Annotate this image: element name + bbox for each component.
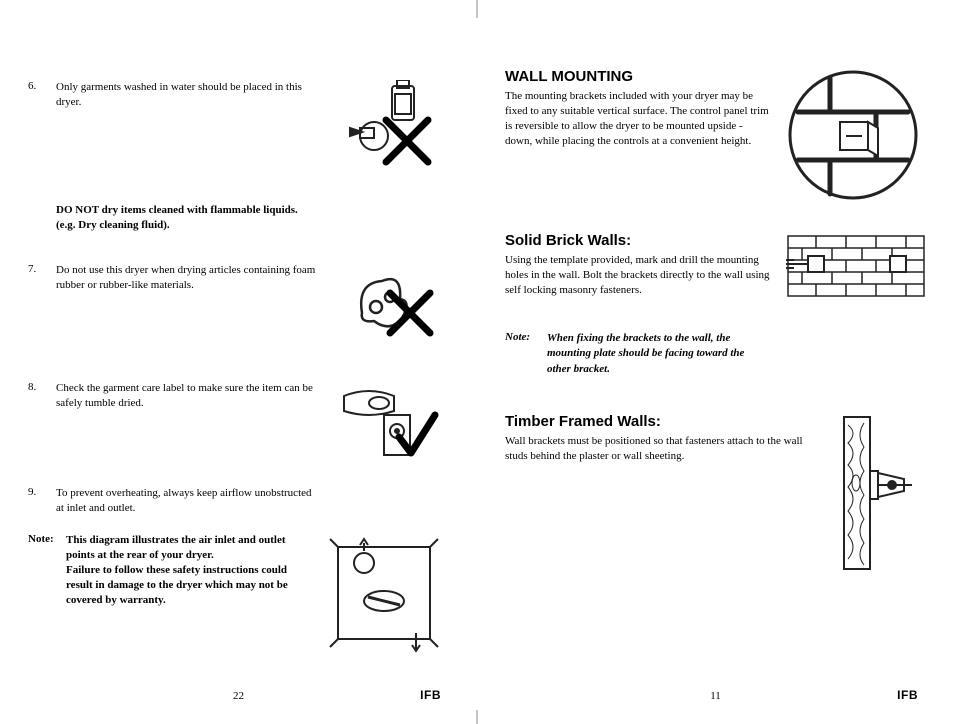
footer-left: 22 — [0, 690, 477, 702]
section-title: Solid Brick Walls: — [505, 232, 770, 249]
note-text: When fixing the brackets to the wall, th… — [547, 331, 767, 377]
note-label: Note: — [505, 331, 547, 377]
note-text: This diagram illustrates the air inlet a… — [66, 533, 319, 653]
note-block-right: Note: When fixing the brackets to the wa… — [505, 331, 926, 377]
list-item-7: 7. Do not use this dryer when drying art… — [28, 263, 449, 353]
list-item-9: 9. To prevent overheating, always keep a… — [28, 486, 449, 516]
list-item-8: 8. Check the garment care label to make … — [28, 381, 449, 466]
list-text: To prevent overheating, always keep airf… — [56, 486, 329, 516]
section-body: Using the template provided, mark and dr… — [505, 253, 770, 298]
list-number: 9. — [28, 486, 56, 516]
illustration-dry-cleaning-bottle-x — [329, 80, 449, 175]
section-body: Wall brackets must be positioned so that… — [505, 434, 820, 464]
section-title: WALL MOUNTING — [505, 68, 770, 85]
page-number: 22 — [233, 690, 244, 702]
section-body: The mounting brackets included with your… — [505, 89, 770, 148]
illustration-airflow-rear — [319, 533, 449, 653]
list-number: 7. — [28, 263, 56, 353]
page-spread: 6. Only garments washed in water should … — [0, 0, 954, 724]
note-block: Note: This diagram illustrates the air i… — [28, 533, 449, 653]
page-11: WALL MOUNTING The mounting brackets incl… — [477, 0, 954, 724]
bold-warning-text: DO NOT dry items cleaned with flammable … — [56, 203, 329, 233]
section-title: Timber Framed Walls: — [505, 413, 820, 430]
list-number: 6. — [28, 80, 56, 175]
illustration-wall-mount-circle — [786, 68, 926, 208]
illustration-foam-rubber-x — [329, 263, 449, 353]
list-text: Do not use this dryer when drying articl… — [56, 263, 329, 353]
brand-logo: IFB — [897, 688, 918, 702]
page-22: 6. Only garments washed in water should … — [0, 0, 477, 724]
list-number: 8. — [28, 381, 56, 466]
list-text: Check the garment care label to make sur… — [56, 381, 329, 466]
page-number: 11 — [710, 690, 721, 702]
note-label: Note: — [28, 533, 66, 653]
list-item-6: 6. Only garments washed in water should … — [28, 80, 449, 175]
illustration-timber-stud — [836, 413, 926, 578]
illustration-brick-wall — [786, 232, 926, 307]
list-item-bold-warning: DO NOT dry items cleaned with flammable … — [28, 203, 449, 233]
section-timber-framed: Timber Framed Walls: Wall brackets must … — [505, 413, 926, 578]
section-solid-brick: Solid Brick Walls: Using the template pr… — [505, 232, 926, 307]
section-wall-mounting: WALL MOUNTING The mounting brackets incl… — [505, 68, 926, 208]
illustration-care-label-check — [329, 381, 449, 466]
brand-logo: IFB — [420, 688, 441, 702]
footer-right: 11 — [477, 690, 954, 702]
list-text: Only garments washed in water should be … — [56, 80, 329, 175]
